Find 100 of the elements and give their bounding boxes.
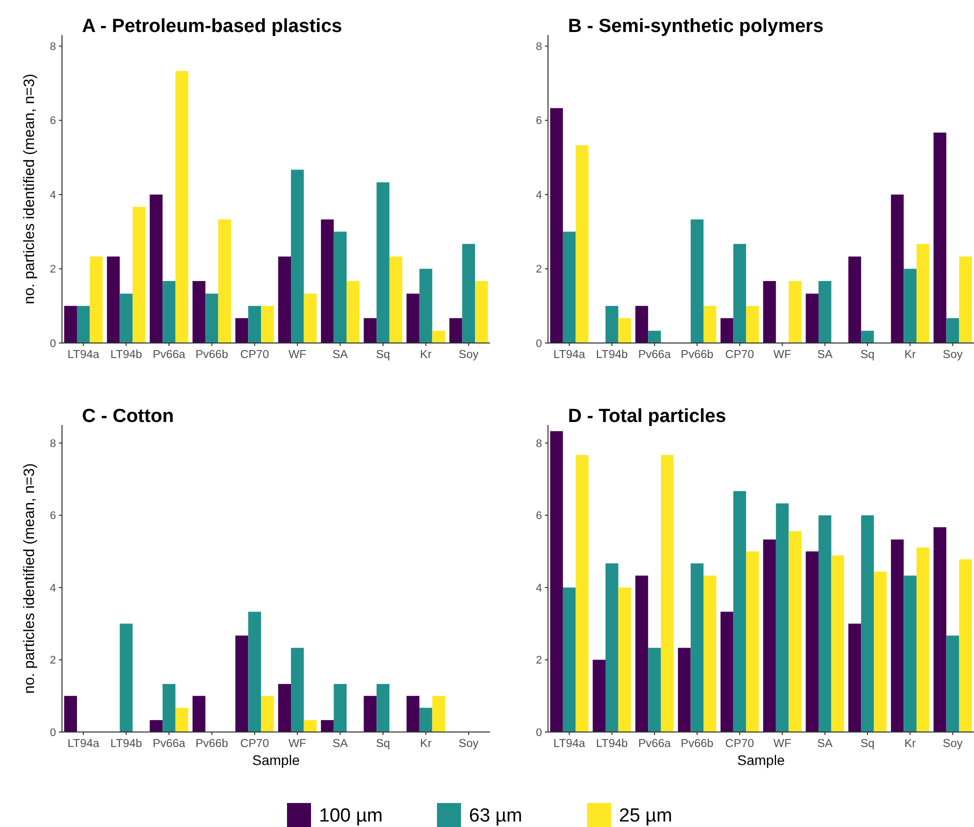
bar: [648, 330, 661, 343]
y-tick-label: 6: [50, 510, 56, 522]
bar: [248, 612, 262, 732]
bar: [205, 294, 218, 343]
bar: [175, 70, 188, 343]
bar: [261, 306, 274, 343]
x-tick-label: Kr: [420, 349, 432, 361]
x-tick-label: Soy: [458, 738, 479, 750]
bar: [635, 306, 648, 343]
bar: [150, 194, 163, 343]
x-tick-label: Pv66a: [152, 349, 186, 361]
bar: [562, 232, 576, 343]
bar: [904, 576, 916, 732]
bar: [432, 330, 446, 343]
bar: [550, 431, 563, 732]
bar: [678, 648, 691, 732]
bar: [235, 318, 248, 343]
y-tick-label: 0: [536, 338, 542, 350]
x-tick-label: Soy: [942, 738, 963, 750]
y-tick-label: 2: [536, 264, 542, 276]
bar: [618, 318, 632, 343]
bar: [278, 256, 291, 343]
bar: [475, 281, 488, 343]
bar: [290, 170, 304, 343]
x-tick-label: Kr: [904, 349, 916, 361]
bar: [449, 318, 462, 343]
bar: [788, 281, 802, 343]
bar: [890, 194, 904, 343]
bar: [150, 720, 163, 732]
bar: [162, 281, 176, 343]
x-tick-label: WF: [773, 738, 792, 750]
bar: [660, 454, 674, 732]
bar: [320, 720, 334, 732]
bar: [635, 576, 648, 732]
bar: [419, 708, 432, 732]
x-tick-label: CP70: [725, 738, 754, 750]
bar: [376, 182, 390, 343]
bar: [606, 306, 618, 343]
bar: [690, 563, 704, 732]
bar: [861, 515, 874, 732]
bar: [606, 563, 618, 732]
bar: [290, 648, 304, 732]
bar: [90, 256, 103, 343]
x-tick-label: Sq: [376, 738, 390, 750]
x-tick-label: Pv66b: [680, 738, 714, 750]
bar: [763, 539, 776, 732]
bar: [720, 318, 734, 343]
x-tick-label: LT94a: [553, 738, 586, 750]
bar: [848, 624, 862, 732]
bar: [916, 244, 930, 343]
y-tick-label: 4: [536, 582, 542, 594]
bar: [818, 515, 832, 732]
x-tick-label: LT94b: [596, 349, 628, 361]
bar: [364, 696, 377, 732]
x-tick-label: WF: [288, 738, 306, 750]
bar: [235, 636, 248, 732]
bar: [389, 256, 402, 343]
x-tick-label: SA: [332, 738, 348, 750]
bar: [320, 219, 334, 343]
x-tick-label: Kr: [904, 738, 916, 750]
x-axis-title: Sample: [737, 752, 785, 768]
y-tick-label: 6: [50, 115, 56, 128]
x-tick-label: SA: [817, 738, 833, 750]
x-tick-label: Kr: [420, 738, 432, 750]
bar: [776, 503, 789, 732]
bar: [946, 636, 960, 732]
y-tick-label: 0: [536, 726, 542, 739]
y-tick-label: 2: [536, 654, 542, 667]
bar: [192, 696, 206, 732]
chart-title: D - Total particles: [568, 406, 726, 427]
bar: [162, 684, 176, 732]
x-tick-label: LT94a: [68, 738, 100, 750]
bar: [733, 491, 746, 732]
bar: [648, 648, 661, 732]
y-tick-label: 4: [536, 189, 542, 202]
legend-label: 63 µm: [469, 806, 522, 827]
bar: [562, 588, 576, 732]
bar: [550, 108, 563, 343]
bar: [64, 696, 77, 732]
bar: [746, 551, 759, 732]
x-tick-label: CP70: [725, 349, 754, 361]
bar: [934, 527, 946, 732]
bar: [304, 294, 317, 343]
x-tick-label: LT94b: [110, 738, 142, 750]
y-tick-label: 2: [50, 654, 56, 667]
bar: [733, 244, 746, 343]
x-axis-title: Sample: [252, 752, 300, 768]
y-tick-label: 6: [536, 115, 542, 128]
bar: [720, 612, 734, 732]
y-tick-label: 2: [50, 264, 56, 276]
x-tick-label: Pv66b: [195, 349, 228, 361]
x-tick-label: Sq: [860, 738, 875, 750]
bar: [934, 132, 946, 343]
legend-label: 25 µm: [619, 806, 672, 827]
x-tick-label: Soy: [458, 349, 479, 361]
x-tick-label: Sq: [376, 349, 390, 361]
bar: [690, 219, 704, 343]
bar: [618, 588, 632, 732]
x-tick-label: CP70: [240, 738, 269, 750]
bar: [218, 219, 232, 343]
